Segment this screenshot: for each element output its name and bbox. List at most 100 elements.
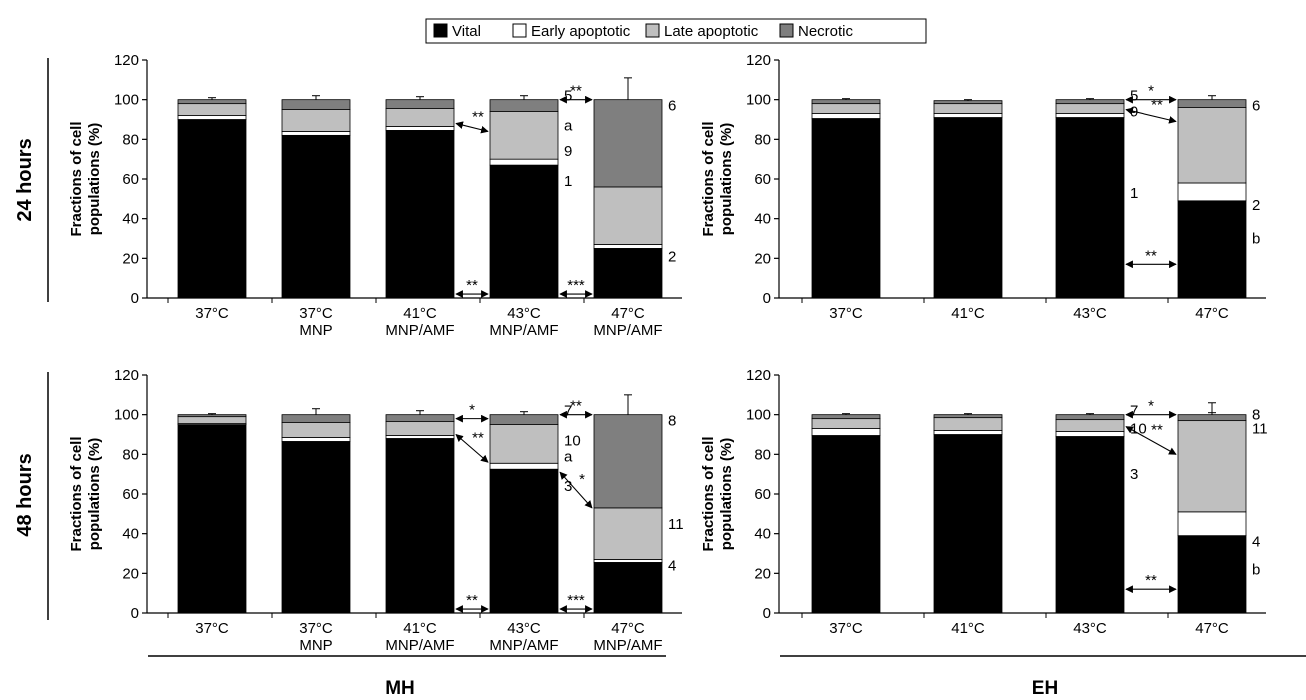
- bar-segment-necrotic: [281, 414, 351, 423]
- bar-segment-early-apoptotic: [385, 126, 455, 131]
- bar-segment-early-apoptotic: [811, 113, 881, 119]
- panels: Fractions of cellpopulations (%)02040608…: [68, 52, 1268, 654]
- y-tick-label: 80: [754, 446, 771, 463]
- significance-arrow: [1125, 107, 1177, 124]
- bar-annotation: 9: [564, 143, 572, 160]
- bar-segment-vital: [811, 435, 881, 614]
- legend-label-necrotic: Necrotic: [798, 23, 854, 40]
- x-tick-label: MNP/AMF: [385, 637, 454, 654]
- bar-annotation: 2: [668, 248, 676, 265]
- bar-segment-early-apoptotic: [1055, 431, 1125, 437]
- bar-annotation: a: [564, 117, 573, 134]
- y-axis-label-line: populations (%): [86, 438, 103, 551]
- y-tick-label: 20: [754, 250, 771, 267]
- y-axis-label: Fractions of cellpopulations (%): [700, 436, 735, 551]
- legend-label-vital: Vital: [452, 23, 481, 40]
- y-tick-label: 20: [122, 565, 139, 582]
- y-tick-label: 100: [746, 407, 771, 424]
- bar-annotation: 6: [668, 98, 676, 115]
- y-tick-label: 40: [754, 526, 771, 543]
- significance-label: *: [469, 402, 475, 419]
- significance-label: **: [466, 592, 478, 609]
- panel-2: Fractions of cellpopulations (%) 0 20 40 60 8…: [68, 367, 684, 654]
- y-axis-label: Fractions of cellpopulations (%): [68, 436, 103, 551]
- bar-annotation: a: [564, 448, 573, 465]
- x-tick-label: MNP/AMF: [385, 322, 454, 339]
- bar-annotation: 6: [1252, 98, 1260, 115]
- y-tick-label: 120: [114, 367, 139, 384]
- bar-segment-vital: [177, 119, 247, 299]
- bar-segment-late-apoptotic: [593, 507, 663, 560]
- x-tick-label: MNP/AMF: [489, 637, 558, 654]
- bar-segment-vital: [281, 134, 351, 299]
- bar-segment-necrotic: [177, 414, 247, 418]
- bar-segment-late-apoptotic: [811, 103, 881, 114]
- y-tick-label: 100: [746, 92, 771, 109]
- bar-segment-vital: [1177, 535, 1247, 614]
- bar-annotation: 9: [1130, 104, 1138, 121]
- bar-annotation: b: [1252, 561, 1260, 578]
- bar-segment-late-apoptotic: [489, 111, 559, 160]
- y-tick-label: 40: [122, 211, 139, 228]
- x-tick-label: 37°C: [299, 620, 333, 637]
- bar-segment-necrotic: [1177, 414, 1247, 422]
- bar-segment-early-apoptotic: [281, 437, 351, 442]
- significance-label: **: [466, 277, 478, 294]
- x-tick-label: 41°C: [403, 305, 437, 322]
- significance-label: **: [570, 83, 582, 100]
- significance-label: ***: [567, 592, 585, 609]
- bar-segment-early-apoptotic: [593, 244, 663, 249]
- significance-label: **: [1145, 572, 1157, 589]
- y-tick-label: 20: [754, 565, 771, 582]
- bar-segment-vital: [593, 248, 663, 299]
- panel-0: Fractions of cellpopulations (%) 0 20 40 60 8…: [68, 52, 682, 339]
- y-tick-label: 100: [114, 92, 139, 109]
- x-tick-label: 37°C: [829, 620, 863, 637]
- y-tick-label: 40: [122, 526, 139, 543]
- bar-annotation: 10: [564, 432, 581, 449]
- legend-swatch-early-apoptotic: [512, 23, 527, 38]
- y-axis-label-line: Fractions of cell: [68, 436, 85, 551]
- x-tick-label: 37°C: [195, 620, 229, 637]
- significance-label: **: [1151, 421, 1163, 438]
- x-tick-label: 37°C: [195, 305, 229, 322]
- significance-label: **: [472, 108, 484, 125]
- panel-3: Fractions of cellpopulations (%) 0 20 40 60 8…: [700, 367, 1268, 637]
- x-tick-label: MNP/AMF: [489, 322, 558, 339]
- x-tick-label: 37°C: [829, 305, 863, 322]
- bar-segment-vital: [933, 434, 1003, 614]
- bar-annotation: 3: [564, 478, 572, 495]
- legend: Vital Early apoptotic Late apoptotic Nec…: [425, 18, 927, 44]
- x-tick-label: 47°C: [1195, 305, 1229, 322]
- bar-segment-early-apoptotic: [933, 430, 1003, 435]
- x-tick-label: 47°C: [611, 620, 645, 637]
- bar-segment-vital: [1055, 117, 1125, 299]
- bar-segment-necrotic: [385, 99, 455, 109]
- bar-segment-early-apoptotic: [1177, 182, 1247, 202]
- bar-annotation: 1: [1130, 185, 1138, 202]
- bar-segment-late-apoptotic: [489, 424, 559, 464]
- bar-segment-vital: [1055, 436, 1125, 614]
- y-tick-label: 120: [746, 52, 771, 69]
- bar-annotation: 2: [1252, 197, 1260, 214]
- bar-segment-late-apoptotic: [177, 416, 247, 424]
- bar-segment-early-apoptotic: [593, 559, 663, 563]
- x-tick-label: 41°C: [403, 620, 437, 637]
- bar-segment-vital: [385, 130, 455, 299]
- y-tick-label: 40: [754, 211, 771, 228]
- bar-segment-late-apoptotic: [1055, 103, 1125, 114]
- x-tick-label: 43°C: [507, 620, 541, 637]
- bar-segment-necrotic: [933, 100, 1003, 105]
- bar-annotation: 7: [1130, 403, 1138, 420]
- bar-segment-early-apoptotic: [489, 462, 559, 470]
- y-tick-label: 0: [763, 605, 771, 622]
- x-tick-label: 47°C: [611, 305, 645, 322]
- bar-segment-necrotic: [177, 99, 247, 105]
- bar-segment-vital: [933, 117, 1003, 299]
- bar-annotation: 1: [564, 173, 572, 190]
- bar-annotation: 4: [1252, 534, 1260, 551]
- legend-label-early-apoptotic: Early apoptotic: [531, 23, 631, 40]
- bar-annotation: 8: [668, 413, 676, 430]
- y-tick-label: 0: [131, 605, 139, 622]
- significance-label: *: [1148, 398, 1154, 415]
